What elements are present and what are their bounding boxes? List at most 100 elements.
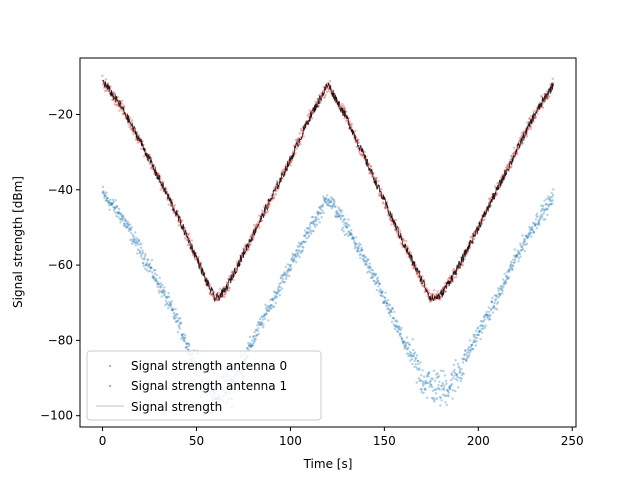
data-point [523, 240, 526, 244]
data-point [504, 282, 507, 285]
data-point [129, 125, 133, 128]
data-point [117, 216, 120, 219]
data-point [248, 335, 252, 339]
data-point [489, 313, 492, 316]
data-point [490, 301, 493, 304]
data-point [455, 275, 458, 279]
data-point [300, 242, 303, 246]
data-point [309, 221, 313, 225]
data-point [348, 120, 351, 123]
data-point [339, 213, 342, 217]
data-point [121, 214, 124, 217]
data-point [405, 336, 409, 339]
data-point [511, 264, 514, 267]
data-point [349, 232, 352, 236]
data-point [132, 130, 136, 134]
data-point [449, 275, 452, 278]
data-point [500, 176, 503, 179]
data-point [551, 199, 554, 202]
data-point [523, 237, 526, 241]
data-point [102, 191, 105, 194]
data-point [159, 282, 162, 285]
data-point [388, 214, 391, 218]
data-point [451, 383, 454, 386]
data-point [417, 377, 420, 380]
data-point [322, 195, 325, 198]
data-point [315, 216, 318, 219]
data-point [249, 346, 253, 349]
data-point [356, 250, 359, 253]
data-point [501, 292, 504, 295]
data-point [232, 278, 235, 282]
data-point [115, 205, 119, 208]
data-point [142, 262, 145, 265]
data-point [410, 358, 414, 361]
data-point [278, 285, 282, 288]
data-point [258, 317, 262, 321]
data-point [228, 275, 231, 278]
data-point [272, 195, 275, 199]
data-point [541, 215, 544, 219]
data-point [516, 255, 519, 259]
data-point [459, 371, 462, 374]
data-point [177, 224, 181, 227]
data-point [421, 382, 424, 385]
data-point [446, 388, 449, 391]
data-point [154, 279, 157, 283]
series-antenna-1 [101, 74, 555, 303]
data-point [385, 301, 388, 305]
data-point [164, 299, 168, 302]
data-point [123, 222, 126, 225]
data-point [437, 387, 440, 390]
data-point [281, 274, 284, 277]
data-point [304, 234, 307, 237]
data-point [155, 280, 159, 283]
data-point [154, 279, 158, 282]
y-tick-label: −100 [40, 409, 73, 423]
data-point [111, 98, 114, 102]
data-point [445, 382, 448, 385]
data-point [529, 226, 532, 230]
data-point [109, 203, 112, 206]
data-point [255, 334, 259, 337]
data-point [549, 83, 552, 86]
data-point [501, 289, 504, 293]
data-point [275, 189, 278, 192]
data-point [531, 228, 534, 232]
data-point [266, 210, 269, 213]
data-point [133, 237, 136, 241]
data-point [380, 292, 383, 295]
data-point [194, 257, 197, 261]
data-point [186, 342, 190, 345]
data-point [371, 273, 375, 276]
data-point [113, 207, 116, 211]
data-point [463, 349, 467, 352]
data-point [547, 95, 550, 98]
data-point [436, 290, 439, 293]
data-point [163, 290, 167, 293]
data-point [302, 240, 305, 244]
data-point [431, 389, 435, 392]
data-point [420, 390, 423, 394]
data-point [507, 268, 510, 272]
data-point [530, 114, 533, 118]
data-point [450, 373, 454, 377]
data-point [396, 320, 399, 323]
data-point [249, 243, 252, 247]
data-point [541, 213, 544, 216]
data-point [339, 218, 343, 221]
data-point [166, 198, 169, 201]
data-point [122, 222, 126, 226]
data-point [477, 333, 480, 337]
data-point [378, 194, 382, 197]
data-point [327, 198, 331, 201]
data-point [429, 379, 432, 382]
data-point [377, 281, 380, 285]
data-point [243, 245, 247, 248]
data-point [346, 225, 349, 228]
data-point [156, 283, 159, 286]
signal-strength-line [102, 80, 554, 303]
data-point [296, 138, 299, 141]
data-point [412, 348, 415, 352]
data-point [488, 197, 491, 200]
